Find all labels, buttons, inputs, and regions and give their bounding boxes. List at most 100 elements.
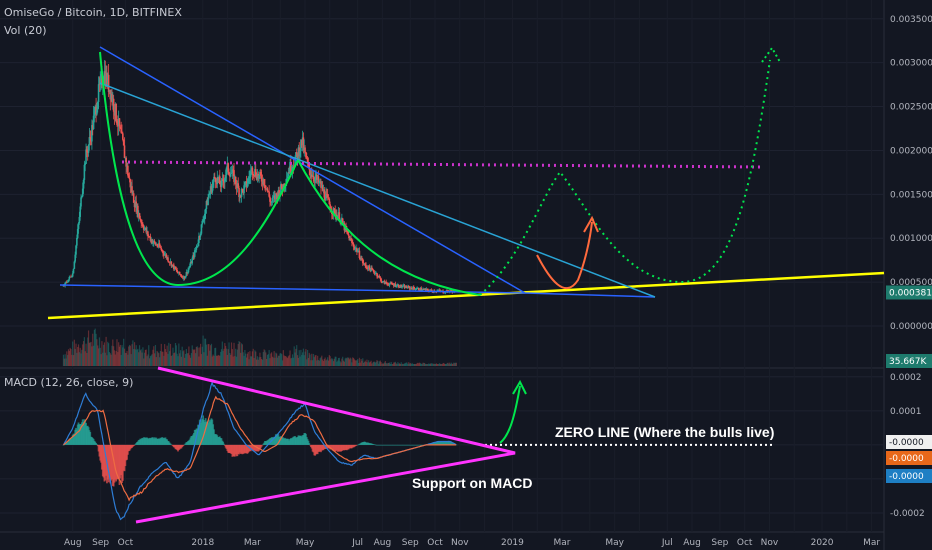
- candle-body: [199, 233, 202, 237]
- volume-bar: [197, 347, 199, 366]
- volume-bar: [182, 351, 184, 366]
- volume-bar: [114, 354, 116, 366]
- volume-bar: [390, 362, 392, 366]
- macd-histogram-bar: [182, 444, 185, 446]
- volume-bar: [229, 353, 231, 366]
- candle-body: [438, 289, 440, 291]
- volume-bar: [316, 360, 318, 366]
- macd-label[interactable]: MACD (12, 26, close, 9): [4, 376, 134, 389]
- candle-body: [114, 103, 117, 116]
- candle-body: [287, 172, 290, 177]
- volume-bar: [192, 349, 194, 366]
- volume-bar: [303, 355, 305, 366]
- candle-body: [310, 174, 313, 177]
- candle-body: [386, 283, 388, 284]
- candle-body: [192, 255, 194, 259]
- candle-body: [365, 265, 367, 268]
- candle-body: [254, 169, 256, 176]
- volume-bar: [265, 352, 267, 366]
- candle-body: [91, 125, 93, 142]
- candle-body: [93, 110, 96, 116]
- volume-bar: [310, 360, 312, 366]
- candle-body: [198, 236, 201, 237]
- volume-bar: [81, 349, 83, 366]
- candle-body: [230, 173, 233, 174]
- candle-body: [325, 193, 327, 201]
- volume-bar: [211, 356, 213, 366]
- candle-body: [380, 278, 382, 282]
- orange-arrow: [536, 221, 593, 289]
- volume-bar: [190, 353, 192, 366]
- candle-body: [383, 281, 386, 284]
- candle-body: [396, 285, 398, 287]
- volume-bar: [237, 344, 239, 366]
- volume-bar: [440, 364, 442, 366]
- candle-body: [447, 290, 449, 292]
- price-tick-label: 0.00300000: [890, 59, 932, 69]
- volume-bar: [277, 355, 279, 366]
- volume-bar: [373, 361, 375, 366]
- volume-bar: [72, 355, 75, 366]
- candle-body: [387, 283, 389, 285]
- volume-bar: [373, 361, 376, 366]
- candle-body: [145, 227, 148, 233]
- price-tick-label: 0.00350000: [890, 15, 932, 25]
- candle-body: [204, 209, 207, 214]
- volume-bar: [136, 349, 138, 366]
- candle-body: [86, 152, 89, 153]
- candle-body: [208, 192, 211, 195]
- volume-bar: [283, 355, 285, 366]
- candle-body: [137, 213, 140, 217]
- candle-body: [269, 196, 271, 202]
- candle-body: [94, 106, 97, 111]
- volume-bar: [412, 364, 414, 366]
- candle-body: [246, 183, 249, 187]
- volume-bar: [248, 359, 250, 366]
- candle-body: [193, 250, 196, 257]
- price-tick-label: 0.00250000: [890, 103, 932, 113]
- volume-label[interactable]: Vol (20): [4, 24, 47, 37]
- volume-bar: [108, 351, 111, 366]
- volume-bar: [429, 364, 431, 366]
- candle-body: [362, 263, 365, 264]
- volume-bar: [420, 363, 422, 366]
- volume-bar: [314, 355, 316, 366]
- symbol-title[interactable]: OmiseGo / Bitcoin, 1D, BITFINEX: [4, 6, 182, 19]
- candle-body: [157, 246, 159, 247]
- candle-body: [190, 262, 193, 264]
- volume-bar: [78, 352, 80, 366]
- candle-body: [329, 204, 331, 210]
- volume-bar: [411, 362, 413, 366]
- candle-body: [412, 286, 414, 290]
- candle-body: [241, 189, 244, 190]
- candle-body: [121, 132, 123, 134]
- volume-bar: [209, 350, 211, 366]
- candle-body: [427, 289, 429, 291]
- candle-body: [398, 287, 401, 288]
- macd-pane: [62, 366, 775, 524]
- candle-body: [405, 286, 408, 288]
- candle-body: [255, 176, 258, 180]
- volume-bar: [322, 359, 324, 366]
- volume-bar: [442, 363, 444, 366]
- candle-body: [240, 189, 243, 197]
- volume-bar: [346, 358, 348, 366]
- candle-body: [350, 238, 352, 241]
- candle-body: [373, 271, 376, 274]
- candle-body: [162, 250, 164, 254]
- candle-body: [376, 273, 378, 277]
- volume-bar: [451, 364, 453, 366]
- volume-bar: [281, 360, 284, 366]
- candle-body: [342, 223, 345, 225]
- candle-body: [251, 167, 254, 174]
- candle-body: [82, 179, 85, 189]
- base-line: [59, 284, 526, 294]
- volume-bar: [158, 353, 160, 366]
- volume-bar: [408, 363, 411, 366]
- volume-bar: [109, 353, 111, 366]
- candle-body: [291, 166, 294, 171]
- volume-bar: [133, 349, 135, 366]
- candle-body: [165, 254, 168, 258]
- candle-body: [110, 93, 112, 100]
